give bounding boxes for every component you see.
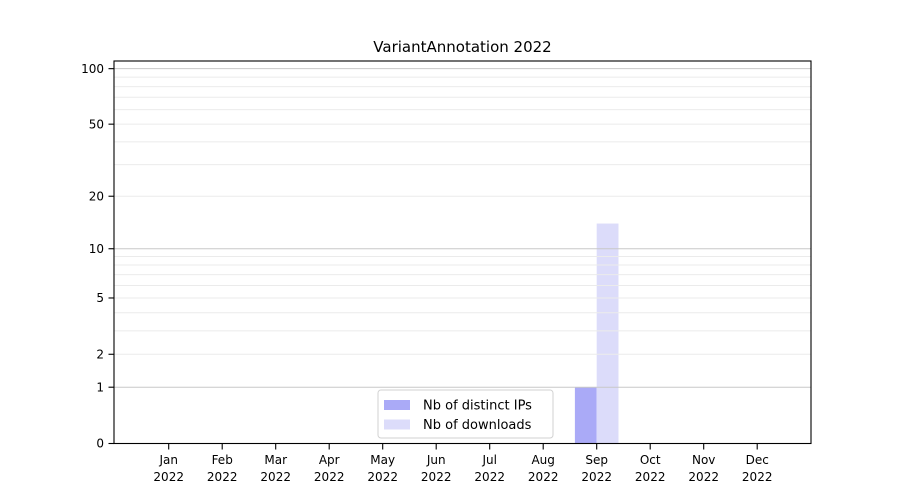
legend-label-downloads: Nb of downloads — [423, 418, 532, 433]
legend: Nb of distinct IPs Nb of downloads — [377, 389, 554, 439]
x-tick-label-month: Jun — [426, 453, 446, 467]
x-tick-label-month: Jul — [481, 453, 496, 467]
bar-distinct-ips-sep-2022 — [574, 387, 597, 444]
y-tick-label: 100 — [81, 62, 104, 76]
x-tick-label-month: Oct — [640, 453, 661, 467]
chart-title: VariantAnnotation 2022 — [373, 38, 551, 56]
x-tick-label-month: Dec — [746, 453, 769, 467]
x-tick-label-year: 2022 — [314, 470, 345, 484]
bar-downloads-sep-2022 — [596, 223, 619, 444]
x-tick-label-year: 2022 — [528, 470, 559, 484]
x-tick-label-year: 2022 — [635, 470, 666, 484]
x-tick-label-month: Sep — [585, 453, 608, 467]
x-tick-label-month: Feb — [212, 453, 233, 467]
x-tick-label-year: 2022 — [153, 470, 184, 484]
legend-swatch-distinct-ips — [384, 400, 410, 410]
x-tick-label-year: 2022 — [260, 470, 291, 484]
x-tick-label-year: 2022 — [367, 470, 398, 484]
y-tick-label: 0 — [96, 437, 104, 451]
bars-layer — [574, 223, 619, 444]
y-tick-label: 20 — [89, 189, 104, 203]
x-tick-label-year: 2022 — [474, 470, 505, 484]
x-tick-label-month: Jan — [158, 453, 178, 467]
y-tick-label: 5 — [96, 291, 104, 305]
y-tick-label: 10 — [89, 242, 104, 256]
y-tick-label: 50 — [89, 117, 104, 131]
legend-label-distinct-ips: Nb of distinct IPs — [423, 399, 532, 414]
grid-layer — [114, 68, 811, 388]
x-tick-label-year: 2022 — [688, 470, 719, 484]
x-tick-label-year: 2022 — [581, 470, 612, 484]
x-tick-label-month: Aug — [531, 453, 554, 467]
y-tick-label: 1 — [96, 380, 104, 394]
x-tick-label-year: 2022 — [742, 470, 773, 484]
y-tick-label: 2 — [96, 347, 104, 361]
x-tick-label-year: 2022 — [207, 470, 238, 484]
x-tick-label-month: May — [370, 453, 395, 467]
x-tick-label-year: 2022 — [421, 470, 452, 484]
x-tick-label-month: Mar — [264, 453, 287, 467]
legend-box — [377, 389, 554, 439]
legend-swatch-downloads — [384, 419, 410, 430]
x-tick-label-month: Apr — [319, 453, 340, 467]
ticks-layer: 0 1 2 5 10 20 50 100 Jan 2022 Feb 2022 Mar 2022 Apr 202… — [81, 62, 772, 484]
plot-frame — [113, 60, 812, 445]
x-tick-label-month: Nov — [692, 453, 715, 467]
